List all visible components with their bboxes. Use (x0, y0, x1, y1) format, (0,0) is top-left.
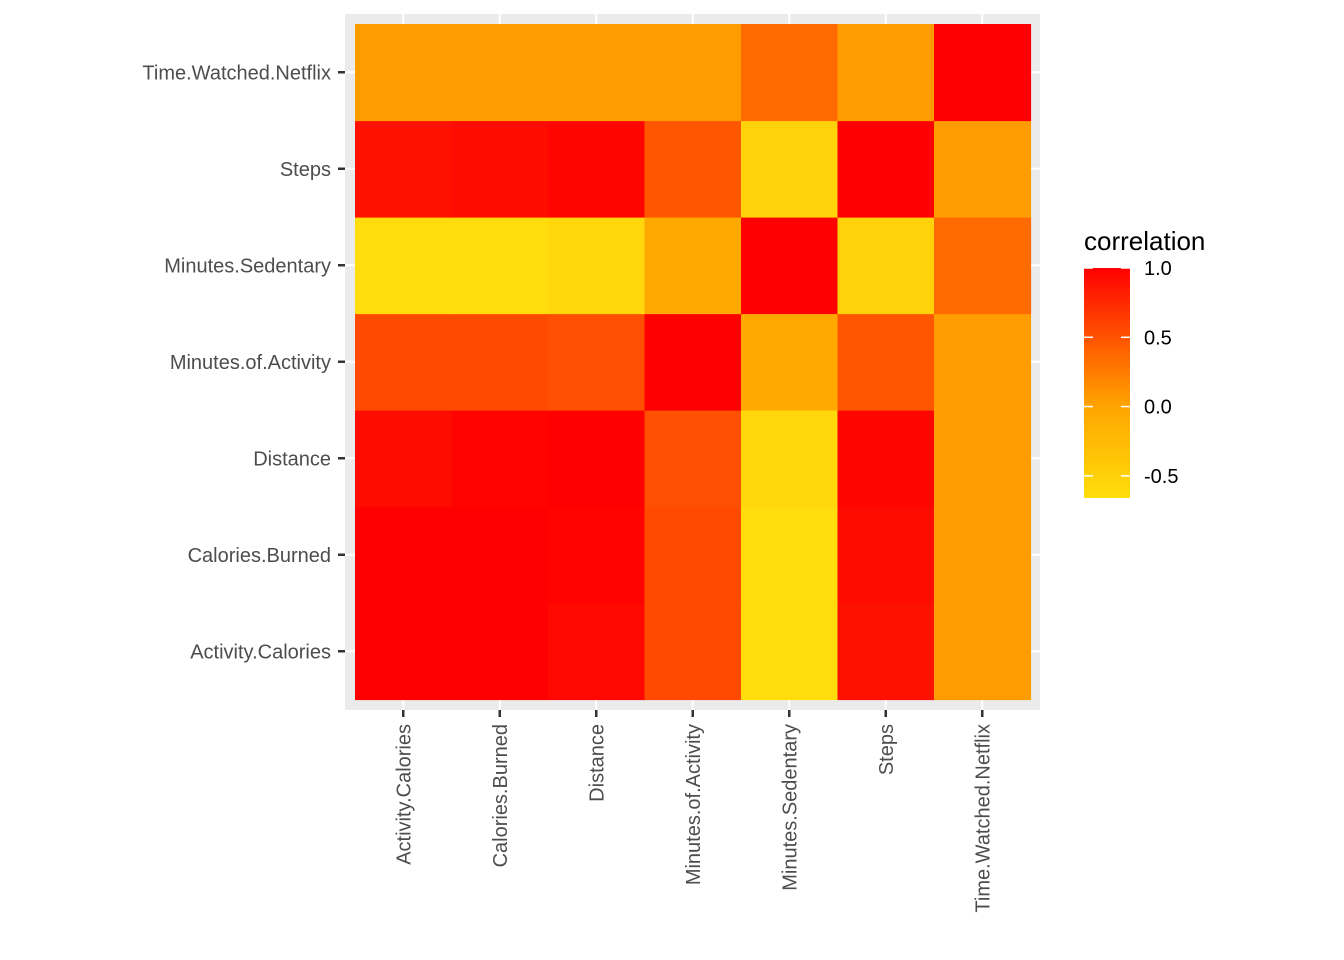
heatmap-cell (934, 313, 1032, 411)
legend: correlation 1.0 0.5 0.0 -0.5 (1084, 226, 1205, 498)
heatmap-cell (451, 410, 549, 508)
heatmap-cell (741, 506, 839, 604)
legend-break-label: 0.5 (1144, 327, 1172, 349)
x-tick-label: Minutes.Sedentary (779, 724, 801, 891)
y-tick-label: Minutes.of.Activity (170, 352, 331, 374)
y-axis: Activity.Calories Calories.Burned Distance… (142, 62, 345, 663)
heatmap-cell (548, 24, 646, 122)
y-tick-label: Minutes.Sedentary (164, 255, 331, 277)
legend-title: correlation (1084, 226, 1205, 256)
heatmap-cell (837, 506, 935, 604)
x-tick-label: Steps (876, 724, 898, 775)
heatmap-cell (741, 603, 839, 701)
heatmap-cell (934, 24, 1032, 122)
legend-break-label: -0.5 (1144, 466, 1178, 488)
heatmap-cell (355, 217, 453, 315)
heatmap-cell (934, 217, 1032, 315)
heatmap-cell (837, 603, 935, 701)
x-axis: Activity.Calories Calories.Burned Distance… (393, 710, 994, 913)
heatmap-cell (451, 217, 549, 315)
legend-break-label: 1.0 (1144, 258, 1172, 280)
x-tick-label: Distance (586, 724, 608, 802)
heatmap-cell (548, 313, 646, 411)
heatmap-cell (837, 120, 935, 218)
heatmap-cell (644, 603, 742, 701)
heatmap-cell (548, 410, 646, 508)
heatmap-cell (644, 120, 742, 218)
heatmap-cell (644, 410, 742, 508)
heatmap-cell (355, 24, 453, 122)
heatmap-cell (741, 313, 839, 411)
heatmap-cell (741, 120, 839, 218)
heatmap-cell (451, 120, 549, 218)
heatmap-cell (934, 120, 1032, 218)
x-tick-label: Calories.Burned (490, 724, 512, 867)
heatmap-cell (741, 24, 839, 122)
heatmap-cell (837, 24, 935, 122)
heatmap-cell (548, 506, 646, 604)
heatmap-cell (934, 603, 1032, 701)
heatmap-cell (355, 410, 453, 508)
heatmap-cell (355, 603, 453, 701)
heatmap-cell (644, 313, 742, 411)
heatmap-cell (644, 506, 742, 604)
heatmap-cell (451, 603, 549, 701)
heatmap-cell (837, 217, 935, 315)
heatmap-cell (644, 24, 742, 122)
legend-break-label: 0.0 (1144, 397, 1172, 419)
heatmap-cell (451, 506, 549, 604)
heatmap-cell (548, 120, 646, 218)
heatmap-cell (934, 410, 1032, 508)
heatmap-cell (741, 217, 839, 315)
heatmap-cell (451, 24, 549, 122)
legend-ticks: 1.0 0.5 0.0 -0.5 (1084, 258, 1178, 488)
y-tick-label: Activity.Calories (190, 641, 331, 663)
heatmap-cell (934, 506, 1032, 604)
x-tick-label: Time.Watched.Netflix (972, 724, 994, 913)
y-tick-label: Steps (280, 159, 331, 181)
y-tick-label: Distance (253, 448, 331, 470)
heatmap-cell (837, 410, 935, 508)
heatmap-cell (355, 120, 453, 218)
y-tick-label: Time.Watched.Netflix (142, 62, 331, 84)
legend-colorbar (1084, 268, 1130, 498)
heatmap-cell (548, 217, 646, 315)
heatmap-cells (355, 24, 1032, 701)
x-tick-label: Activity.Calories (393, 724, 415, 865)
heatmap-cell (355, 313, 453, 411)
heatmap-cell (355, 506, 453, 604)
y-tick-label: Calories.Burned (188, 545, 331, 567)
heatmap-cell (451, 313, 549, 411)
heatmap-cell (741, 410, 839, 508)
heatmap-cell (548, 603, 646, 701)
heatmap-cell (644, 217, 742, 315)
x-tick-label: Minutes.of.Activity (683, 724, 705, 885)
heatmap-cell (837, 313, 935, 411)
